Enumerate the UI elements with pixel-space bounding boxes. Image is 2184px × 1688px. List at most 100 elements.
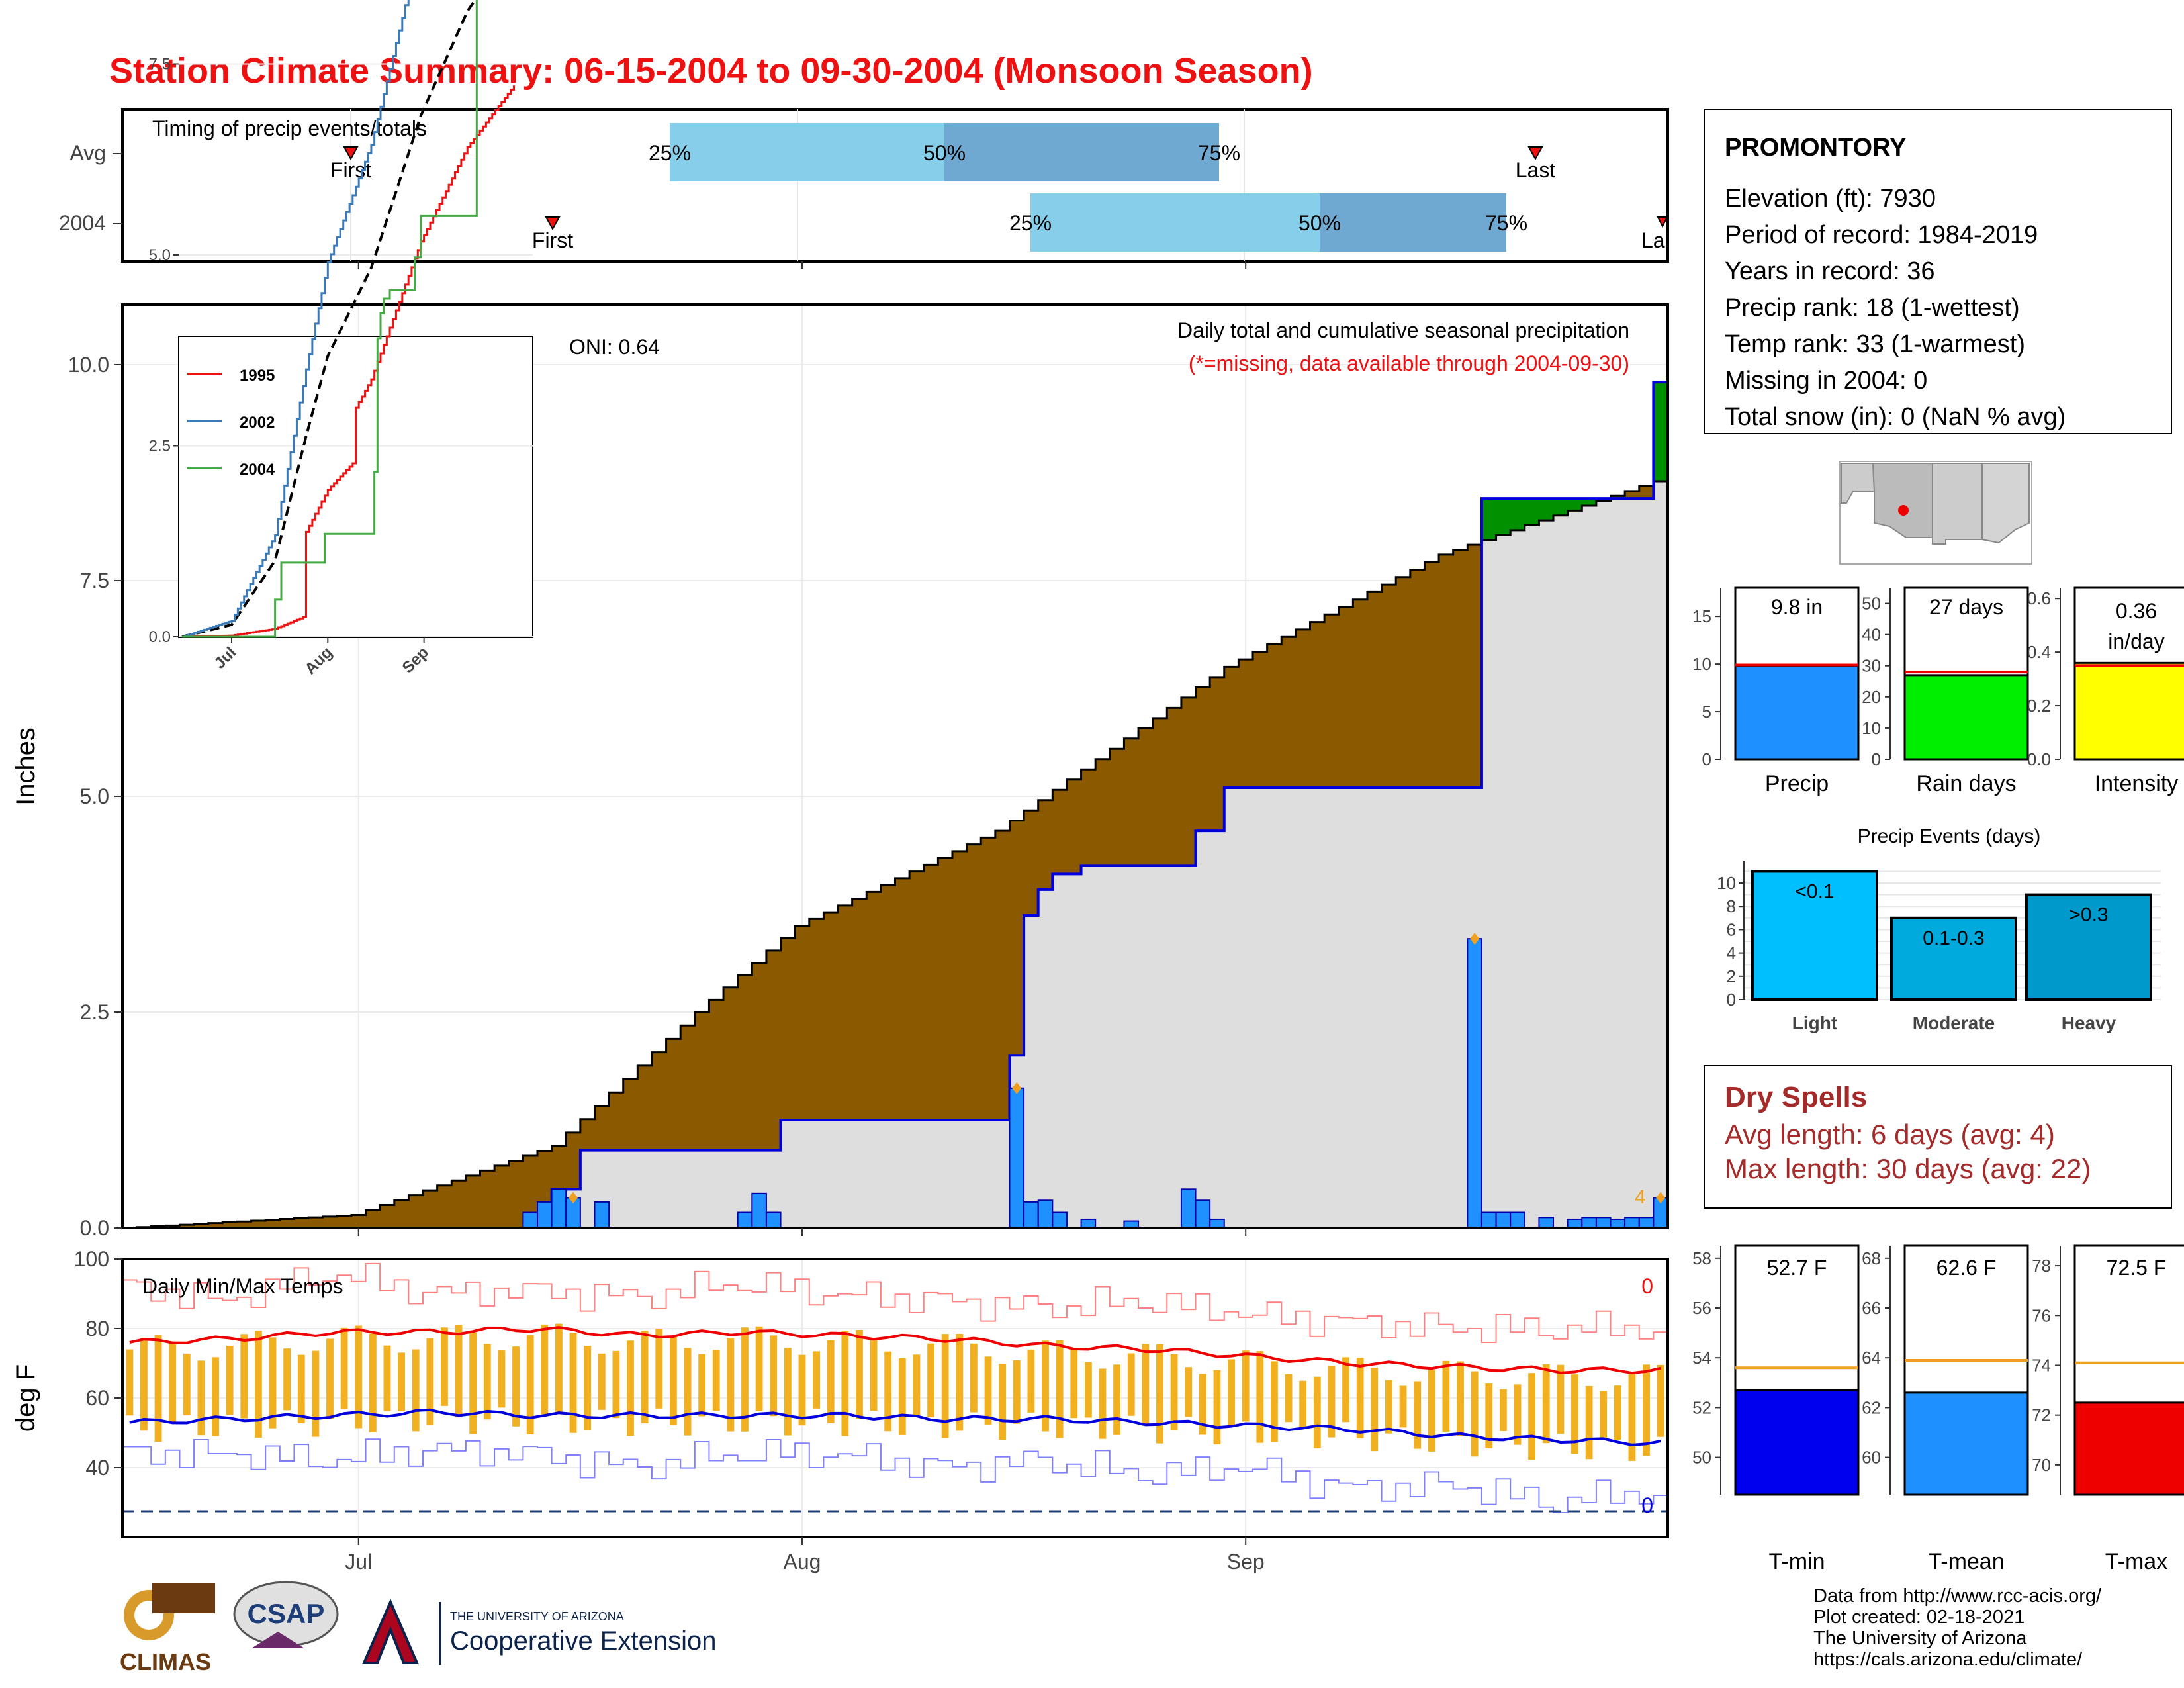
daily-temp-bar: [669, 1336, 677, 1425]
event-marker: [1470, 933, 1480, 945]
daily-temp-bar: [598, 1353, 606, 1410]
daily-temp-bar: [183, 1353, 191, 1416]
daily-temp-bar: [1557, 1364, 1565, 1434]
summary-value-label: 0.36: [2116, 599, 2157, 623]
daily-temp-bar: [212, 1357, 219, 1436]
timing-avg-box-lower: [670, 123, 944, 181]
event-y-tick: 2: [1727, 966, 1736, 986]
day-count-label: 4: [1635, 1186, 1646, 1208]
daily-temp-bar: [1442, 1360, 1450, 1432]
daily-precip-bar: [1538, 1217, 1555, 1229]
daily-precip-bar: [1023, 1201, 1039, 1229]
daily-temp-bar: [1228, 1359, 1235, 1425]
inset-y-tick: 2.5: [149, 438, 171, 455]
avg-max-line: [129, 1326, 1661, 1375]
timing-2004-q25: 25%: [1009, 211, 1052, 235]
timing-2004-last-marker: [1657, 216, 1668, 228]
daily-temp-bar: [1042, 1340, 1049, 1432]
daily-temp-bar: [999, 1363, 1007, 1440]
precip-summary-bars: 0 5 10 15 9.8 in Precip 0 10 20 30 40 50 27 days Rain…: [1692, 586, 2184, 796]
summary-bar: [2073, 661, 2184, 761]
temp-y-tick: 100: [74, 1247, 109, 1271]
summary-y-tick: 30: [1862, 656, 1881, 676]
daily-temp-bar: [1600, 1391, 1608, 1439]
daily-temp-bar: [512, 1346, 520, 1427]
inset-y-tick: 5.0: [149, 246, 171, 264]
temp-summary-y-tick: 78: [2032, 1256, 2051, 1276]
month-tick: Sep: [1227, 1550, 1265, 1573]
daily-temp-bar: [1056, 1340, 1064, 1438]
precip-y-tick: 10.0: [68, 353, 109, 377]
record-max-line: [122, 1262, 1668, 1343]
temp-summary-bar: [1903, 1391, 2029, 1496]
daily-temp-bar: [1271, 1361, 1278, 1442]
avg-cumulative-line: [122, 480, 1668, 1229]
temp-summary-name: T-max: [2105, 1549, 2167, 1574]
daily-temp-bar: [1113, 1364, 1121, 1435]
timing-panel: Timing of precip events/totals Avg 25% 5…: [59, 108, 1669, 263]
event-category: Light: [1792, 1013, 1837, 1033]
daily-temp-bar: [984, 1356, 992, 1425]
summary-y-tick: 0: [1702, 749, 1711, 769]
temp-summary-y-tick: 52: [1692, 1397, 1711, 1417]
precip-panel: 0.0 2.5 5.0 7.5 10.0 Inches Daily total and …: [11, 0, 1669, 1240]
inset-avg-line: [181, 0, 477, 638]
temp-summary-y-tick: 54: [1692, 1348, 1711, 1368]
inset-y-tick: 7.5: [149, 56, 171, 73]
daily-temp-bar: [483, 1344, 491, 1420]
csap-logo: CSAP: [233, 1581, 339, 1648]
record-min-line: [122, 1438, 1668, 1513]
temp-summary-y-tick: 72: [2032, 1405, 2051, 1425]
daily-temp-bar: [1199, 1374, 1206, 1435]
daily-temp-bar: [1614, 1385, 1621, 1440]
station-info-line: Total snow (in): 0 (NaN % avg): [1725, 403, 2066, 431]
dry-spells-title: Dry Spells: [1725, 1081, 1867, 1113]
timing-2004-first: First: [532, 228, 573, 252]
daily-precip-bar: [765, 1211, 782, 1229]
summary-y-tick: 50: [1862, 594, 1881, 614]
summary-y-tick: 0.6: [2027, 588, 2051, 608]
daily-temp-bar: [741, 1327, 749, 1432]
daily-temp-bar: [541, 1324, 549, 1415]
timing-row-avg-label: Avg: [69, 141, 106, 165]
daily-precip-bar: [1595, 1217, 1612, 1229]
temp-y-tick: 40: [85, 1456, 109, 1479]
daily-temp-bar: [1643, 1364, 1650, 1456]
daily-temp-bar: [412, 1349, 420, 1432]
precip-y-tick: 7.5: [80, 569, 109, 592]
temp-summary-name: T-min: [1769, 1549, 1825, 1574]
temp-summary-y-tick: 56: [1692, 1298, 1711, 1318]
daily-precip-bar: [594, 1201, 610, 1229]
event-y-tick: 6: [1727, 919, 1736, 939]
daily-temp-bar: [1399, 1385, 1407, 1428]
daily-precip-bar: [1495, 1211, 1512, 1229]
daily-temp-bar: [126, 1349, 134, 1416]
month-tick: Aug: [783, 1550, 821, 1573]
daily-temp-bar: [970, 1343, 978, 1413]
temp-summary-y-tick: 50: [1692, 1448, 1711, 1468]
daily-precip-bar: [751, 1192, 767, 1229]
daily-temp-bar: [1342, 1357, 1349, 1423]
daily-temp-bar: [526, 1335, 534, 1435]
event-y-tick: 10: [1717, 873, 1736, 893]
daily-temp-bar: [1127, 1353, 1135, 1416]
inset-legend-1995: 1995: [240, 367, 275, 385]
daily-temp-bar: [870, 1338, 878, 1411]
daily-temp-bar: [1628, 1374, 1636, 1461]
credit-line-1: Data from http://www.rcc-acis.org/: [1813, 1585, 2102, 1607]
daily-temp-bar: [1070, 1350, 1078, 1419]
temp-summary-bar: [1734, 1389, 1860, 1496]
daily-temp-bar: [612, 1350, 620, 1419]
daily-temp-bar: [1528, 1373, 1536, 1460]
event-category: Moderate: [1913, 1013, 1995, 1033]
daily-temp-bar: [283, 1348, 291, 1411]
footer-credits: Data from http://www.rcc-acis.org/ Plot …: [1813, 1585, 2102, 1670]
daily-temp-bar: [627, 1340, 634, 1436]
temp-summary-bar: [2073, 1401, 2184, 1496]
ua-big-text: Cooperative Extension: [450, 1626, 716, 1656]
event-y-tick: 4: [1727, 943, 1736, 963]
timing-2004-q50: 50%: [1298, 211, 1341, 235]
inset-legend-2004: 2004: [240, 461, 275, 479]
station-info-line: Missing in 2004: 0: [1725, 367, 1927, 395]
daily-precip-bar: [1009, 1087, 1025, 1229]
